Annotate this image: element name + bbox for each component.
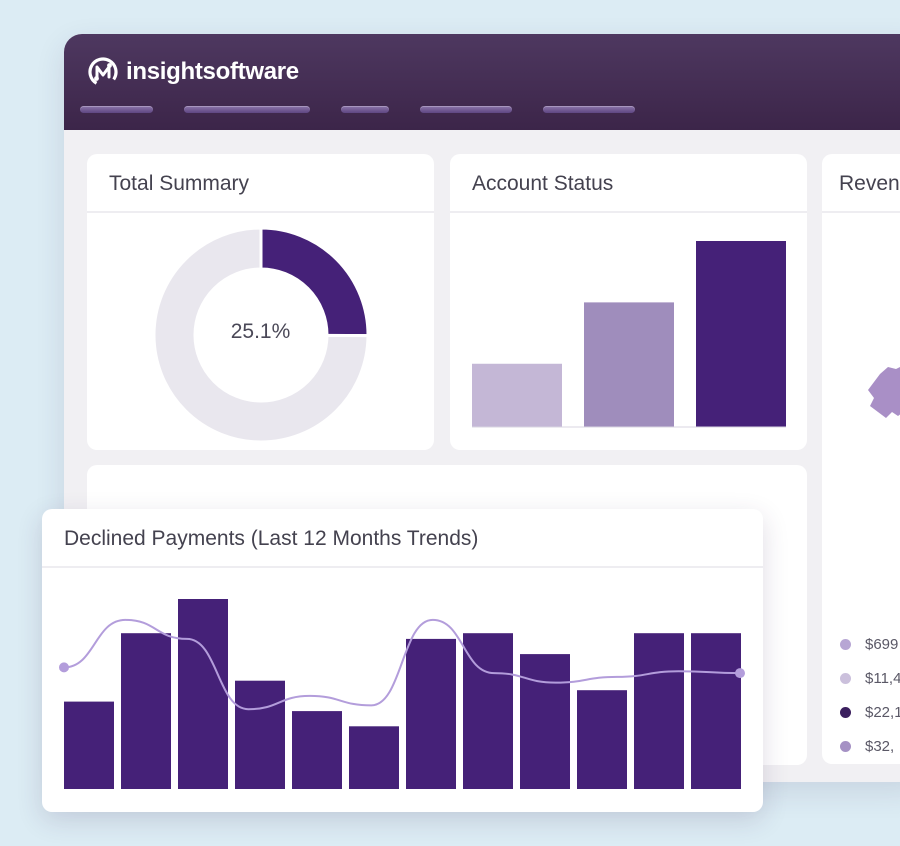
legend-dot	[840, 672, 851, 684]
revenue-legend-item: $699	[840, 634, 898, 654]
total-summary-card: Total Summary 25.1%	[87, 154, 434, 450]
donut-slice	[152, 226, 370, 444]
revenue-title: Reven	[839, 172, 900, 195]
declined-payments-title: Declined Payments (Last 12 Months Trends…	[64, 527, 479, 550]
legend-dot	[840, 638, 851, 650]
declined-payments-bar	[520, 654, 570, 789]
nav-tab-1[interactable]	[80, 106, 153, 113]
total-summary-title: Total Summary	[109, 172, 250, 195]
declined-payments-bar	[292, 711, 342, 789]
legend-label: $32,	[865, 737, 895, 755]
declined-payments-card: Declined Payments (Last 12 Months Trends…	[42, 509, 763, 812]
revenue-legend-item: $22,1	[840, 702, 900, 722]
declined-payments-bar	[406, 638, 456, 789]
declined-payments-bar	[577, 690, 627, 789]
account-status-bar-chart	[472, 241, 786, 428]
declined-payments-bar	[634, 633, 684, 789]
legend-label: $22,1	[865, 703, 900, 721]
brand-name: insightsoftware	[126, 58, 299, 85]
account-status-bar	[696, 241, 786, 427]
trend-start-point	[59, 662, 69, 673]
declined-payments-bar	[349, 726, 399, 789]
nav-tab-2[interactable]	[184, 106, 310, 113]
nav-tab-3[interactable]	[341, 106, 389, 113]
nav-tab-5[interactable]	[543, 106, 635, 113]
account-status-bar	[584, 302, 674, 427]
card-divider	[450, 211, 807, 213]
declined-payments-chart	[59, 599, 745, 789]
account-status-bar	[472, 363, 562, 427]
account-status-card: Account Status	[450, 154, 807, 450]
account-status-title: Account Status	[472, 172, 614, 195]
nav-tab-4[interactable]	[420, 106, 512, 113]
card-divider	[42, 566, 763, 568]
card-divider	[822, 211, 900, 213]
trend-end-point	[735, 668, 745, 679]
brand-logo[interactable]: insightsoftware	[88, 56, 299, 88]
revenue-legend-item: $11,4	[840, 668, 900, 688]
legend-label: $11,4	[865, 669, 900, 687]
top-bar: insightsoftware	[64, 34, 900, 130]
declined-payments-bar	[691, 633, 741, 789]
declined-payments-bar	[235, 680, 285, 789]
donut-center-label: 25.1%	[230, 320, 291, 343]
insightsoftware-logo-icon	[88, 57, 118, 87]
legend-dot	[840, 740, 851, 752]
card-divider	[87, 211, 434, 213]
revenue-legend-item: $32,	[840, 736, 894, 756]
revenue-card: Reven $699 $11,4 $22,1 $32,	[822, 154, 900, 764]
declined-payments-bar	[121, 633, 171, 789]
total-summary-donut-chart	[152, 226, 370, 444]
legend-dot	[840, 706, 851, 718]
declined-payments-bar	[64, 701, 114, 789]
legend-label: $699	[865, 635, 899, 653]
declined-trend-line	[63, 618, 741, 711]
revenue-map-shape	[868, 367, 900, 418]
declined-payments-bar	[178, 599, 228, 789]
